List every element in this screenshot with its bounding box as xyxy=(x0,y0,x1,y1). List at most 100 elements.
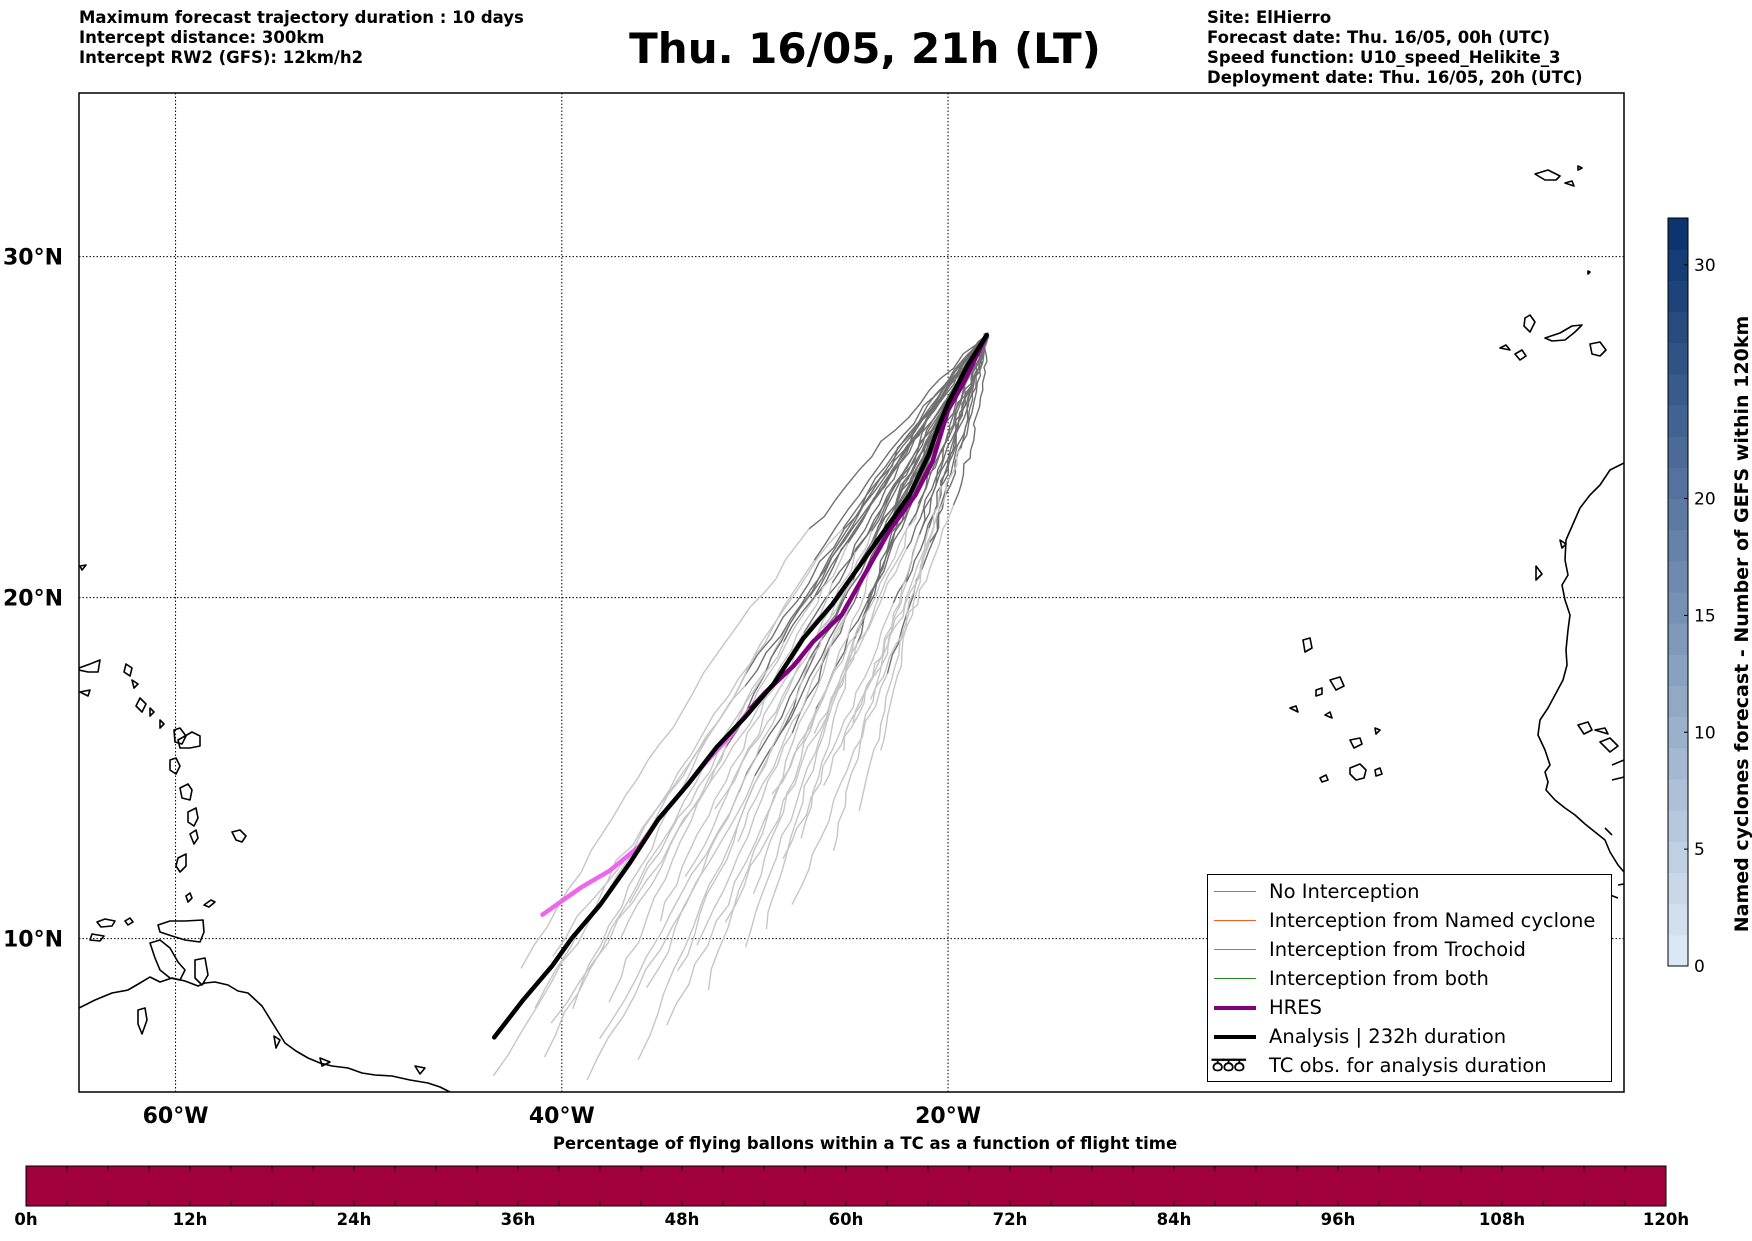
main-trajectories xyxy=(491,332,989,1040)
colorbar-segment xyxy=(1668,529,1688,562)
ensemble-track-late xyxy=(628,641,785,904)
latitude-labels: 10°N 20°N 30°N xyxy=(3,246,63,953)
bottom-colorbar-tick-label: 108h xyxy=(1478,1210,1526,1229)
info-speed-function: Speed function: U10_speed_Helikite_3 xyxy=(1207,48,1561,67)
bottom-colorbar-tick-label: 72h xyxy=(992,1210,1028,1229)
ensemble-track-late xyxy=(696,732,793,946)
colorbar-segment xyxy=(1668,405,1688,437)
legend-item-trochoid: Interception from Trochoid xyxy=(1208,936,1611,965)
legend-label: Analysis | 232h duration xyxy=(1269,1025,1507,1048)
bottom-colorbar-tick-label: 36h xyxy=(500,1210,536,1229)
colorbar-segment xyxy=(1668,872,1688,905)
bottom-colorbar-title: Percentage of flying ballons within a TC… xyxy=(552,1134,1178,1153)
ensemble-track-late xyxy=(771,524,910,795)
colorbar-segment xyxy=(1668,685,1688,718)
ensemble-track xyxy=(724,335,987,749)
ensemble-track xyxy=(952,335,988,506)
coast-islands xyxy=(137,1007,426,1075)
colorbar-segment xyxy=(1668,903,1688,936)
right-colorbar: 0 5 10 15 20 30 xyxy=(1667,217,1716,977)
legend-label: Interception from both xyxy=(1269,967,1489,990)
colorbar-tick-label: 15 xyxy=(1694,606,1716,626)
ensemble-track-late xyxy=(520,528,810,969)
colorbar-tick-label: 10 xyxy=(1694,723,1716,743)
bottom-colorbar-ticks xyxy=(25,1166,1667,1206)
colorbar-segment xyxy=(1668,841,1688,873)
right-colorbar-label: Named cyclones forecast - Number of GEFS… xyxy=(1731,315,1752,933)
west-africa-coast xyxy=(1535,462,1624,899)
ensemble-track-late xyxy=(550,632,805,1024)
ensemble-track-late xyxy=(620,594,818,939)
ensemble-track-late xyxy=(791,673,889,906)
colorbar-segment xyxy=(1668,311,1688,344)
lat-tick-label: 20°N xyxy=(3,587,63,612)
lon-tick-label: 20°W xyxy=(915,1104,981,1129)
bottom-colorbar xyxy=(25,1165,1667,1207)
ensemble-track xyxy=(813,332,989,561)
map-legend: No Interception Interception from Named … xyxy=(1207,874,1612,1082)
ensemble-track-late xyxy=(880,485,942,751)
ensemble-track-late xyxy=(843,581,908,752)
colorbar-segment xyxy=(1668,654,1688,686)
ensemble-track-late xyxy=(572,559,815,1010)
ensemble-track xyxy=(906,336,985,549)
legend-label: TC obs. for analysis duration xyxy=(1269,1054,1547,1077)
ensemble-track-late xyxy=(752,522,894,894)
colorbar-segment xyxy=(1668,373,1688,406)
ensemble-track-late xyxy=(677,530,873,971)
ensemble-track-late xyxy=(858,528,930,811)
lon-tick-label: 40°W xyxy=(529,1104,595,1129)
colorbar-segment xyxy=(1668,779,1688,811)
ensemble-track xyxy=(808,334,988,530)
ensemble-track-late xyxy=(646,551,856,989)
legend-label: Interception from Trochoid xyxy=(1269,938,1526,961)
canary-islands xyxy=(1499,324,1607,361)
madeira xyxy=(1523,314,1536,333)
trajectory-parameters: Maximum forecast trajectory duration : 1… xyxy=(79,8,524,68)
bottom-colorbar-tick-label: 84h xyxy=(1156,1210,1192,1229)
info-intercept-rw2: Intercept RW2 (GFS): 12km/h2 xyxy=(79,48,364,67)
forecast-parameters: Site: ElHierro Forecast date: Thu. 16/05… xyxy=(1207,8,1583,88)
cape-verde xyxy=(1289,637,1383,783)
colorbar-tick-label: 0 xyxy=(1694,957,1705,977)
south-america-coast xyxy=(79,976,451,1092)
colorbar-segment xyxy=(1668,498,1688,531)
legend-label: Interception from Named cyclone xyxy=(1269,909,1596,932)
bottom-colorbar-tick-label: 12h xyxy=(172,1210,208,1229)
colorbar-segment xyxy=(1668,560,1688,593)
analysis-trajectory xyxy=(491,332,989,1040)
ensemble-track-late xyxy=(782,602,895,860)
legend-line xyxy=(1214,891,1256,893)
lat-tick-label: 30°N xyxy=(3,246,63,271)
info-forecast-date: Forecast date: Thu. 16/05, 00h (UTC) xyxy=(1207,28,1551,47)
ensemble-track-late xyxy=(813,548,908,735)
bottom-colorbar-tick-label: 120h xyxy=(1642,1210,1690,1229)
legend-label: HRES xyxy=(1269,996,1322,1019)
page-title: Thu. 16/05, 21h (LT) xyxy=(629,24,1101,73)
ensemble-track-late xyxy=(800,647,857,839)
info-site: Site: ElHierro xyxy=(1207,8,1332,27)
right-colorbar-segments xyxy=(1668,218,1688,967)
colorbar-segment xyxy=(1668,934,1688,967)
legend-line xyxy=(1214,1035,1256,1039)
colorbar-tick-label: 20 xyxy=(1694,490,1716,510)
azores xyxy=(1534,165,1591,275)
bottom-colorbar-tick-label: 0h xyxy=(14,1210,38,1229)
colorbar-tick-label: 30 xyxy=(1694,256,1716,276)
info-deployment-date: Deployment date: Thu. 16/05, 20h (UTC) xyxy=(1207,68,1583,87)
colorbar-tick-label: 5 xyxy=(1694,840,1705,860)
lat-tick-label: 10°N xyxy=(3,928,63,953)
ensemble-track-late xyxy=(765,638,856,930)
colorbar-segment xyxy=(1668,467,1688,499)
legend-item-hres: HRES xyxy=(1208,994,1611,1023)
tc-obs-icon: ਠਠਠ xyxy=(1212,1054,1245,1075)
legend-line xyxy=(1214,920,1256,922)
ensemble-track-late xyxy=(659,542,849,922)
legend-line xyxy=(1214,949,1256,951)
colorbar-segment xyxy=(1668,747,1688,780)
legend-item-tc-obs: ਠਠਠ TC obs. for analysis duration xyxy=(1208,1052,1611,1081)
hres-trajectory xyxy=(746,332,989,713)
bottom-colorbar-tick-label: 24h xyxy=(336,1210,372,1229)
orinoco-delta xyxy=(194,957,209,986)
gulf-paria xyxy=(149,939,186,981)
